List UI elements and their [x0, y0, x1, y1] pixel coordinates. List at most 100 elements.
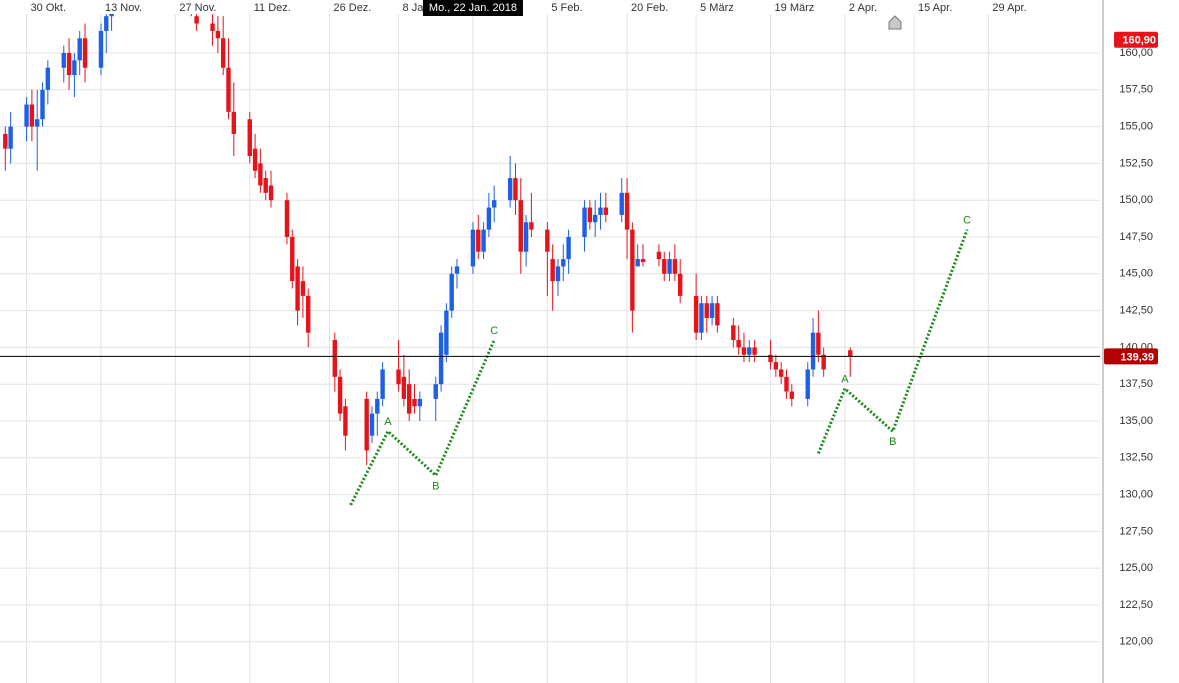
candle-body	[364, 398, 369, 451]
wave-label: B	[432, 480, 439, 492]
wave-label: A	[841, 374, 849, 386]
x-tick-label: 5 Feb.	[551, 2, 582, 14]
candle-body	[61, 52, 66, 68]
candle-body	[45, 67, 51, 90]
candle-body	[72, 60, 77, 76]
candle-body	[656, 251, 662, 260]
candle-body	[3, 133, 8, 149]
x-tick-label: 19 März	[775, 2, 815, 14]
candle-body	[715, 303, 720, 326]
candle-body	[630, 229, 635, 311]
candle-body	[507, 178, 513, 201]
candle-body	[417, 398, 423, 407]
y-tick-label: 122,50	[1119, 599, 1153, 611]
candle-body	[693, 295, 699, 333]
candle-body	[194, 16, 199, 24]
grid-layer	[0, 0, 1104, 683]
candle-body	[752, 347, 757, 355]
candle-body	[598, 207, 603, 215]
candle-body	[300, 281, 306, 296]
crosshair-label: Mo., 22 Jan. 2018	[429, 2, 517, 14]
x-tick-label: 2 Apr.	[849, 2, 877, 14]
candle-body	[481, 229, 486, 252]
candle-body	[789, 391, 794, 399]
candle-body	[816, 332, 821, 355]
candle-body	[396, 369, 401, 385]
candle-body	[252, 148, 258, 171]
y-tick-label: 150,00	[1119, 194, 1153, 206]
candle-body	[486, 207, 492, 230]
candle-body	[332, 340, 337, 377]
home-icon	[888, 15, 902, 30]
candle-body	[545, 229, 550, 252]
y-tick-label: 127,50	[1119, 525, 1153, 537]
candle-body	[34, 119, 40, 127]
candle-body	[699, 303, 704, 333]
date-strip	[0, 0, 1100, 14]
high-badge	[1114, 31, 1158, 48]
candle-body	[306, 295, 311, 333]
candle-body	[226, 67, 231, 112]
x-tick-label: 5 März	[700, 2, 734, 14]
candle-body	[258, 163, 263, 186]
candle-body	[290, 236, 295, 282]
candle-body	[709, 303, 715, 318]
y-tick-label: 132,50	[1119, 452, 1153, 464]
candle-body	[662, 259, 667, 274]
candle-body	[24, 104, 29, 127]
x-tick-label: 11 Dez.	[254, 2, 291, 14]
candle-body	[8, 126, 13, 149]
candle-body	[438, 332, 444, 385]
candle-body	[821, 354, 826, 370]
y-tick-label: 160,00	[1119, 47, 1153, 59]
candle-body	[268, 185, 274, 201]
candle-body	[778, 369, 784, 377]
candle-body	[529, 222, 534, 230]
candle-body	[66, 52, 72, 76]
candle-body	[231, 111, 237, 134]
candle-body	[215, 30, 221, 39]
y-tick-label: 137,50	[1119, 378, 1153, 390]
candle-body	[635, 259, 640, 267]
candle-body	[433, 384, 438, 399]
candle-body	[747, 347, 752, 355]
x-tick-label: 26 Dez.	[333, 2, 371, 14]
y-tick-label: 120,00	[1119, 636, 1153, 648]
overlay-layer: 120,00 122,50 125,00 127,50 130,00 132,50 135,…	[0, 0, 1158, 648]
x-tick-label: 27 Nov.	[179, 2, 216, 14]
candle-body	[29, 104, 35, 127]
candle-body	[624, 192, 630, 230]
candle-body	[550, 259, 555, 282]
candle-body	[476, 229, 481, 252]
candle-body	[263, 178, 268, 193]
candle-body	[104, 16, 109, 31]
candle-body	[677, 273, 683, 296]
candle-body	[369, 413, 375, 436]
wave-label: A	[384, 416, 392, 428]
candle-body	[401, 376, 407, 399]
candle-body	[247, 119, 252, 157]
wave-line	[816, 229, 969, 454]
candle-body	[513, 178, 518, 201]
candle-body	[449, 273, 454, 311]
candle-body	[406, 384, 412, 414]
candle-body	[284, 200, 290, 237]
candle-body	[741, 347, 747, 355]
candle-body	[444, 310, 449, 355]
candle-body	[220, 38, 226, 68]
plot-area: A B C A B C	[0, 14, 1100, 506]
candle-body	[295, 266, 300, 311]
candle-body	[619, 192, 624, 215]
wave-label: C	[963, 215, 971, 227]
candle-body	[375, 398, 380, 414]
last-price-label: 139,39	[1120, 351, 1154, 363]
candle-body	[470, 229, 476, 267]
candle-body	[736, 340, 741, 348]
candle-body	[492, 200, 497, 208]
candle-body	[82, 38, 88, 68]
candle-body	[337, 376, 343, 414]
candle-body	[98, 30, 104, 68]
candle-body	[773, 362, 779, 370]
candle-body	[380, 369, 385, 399]
